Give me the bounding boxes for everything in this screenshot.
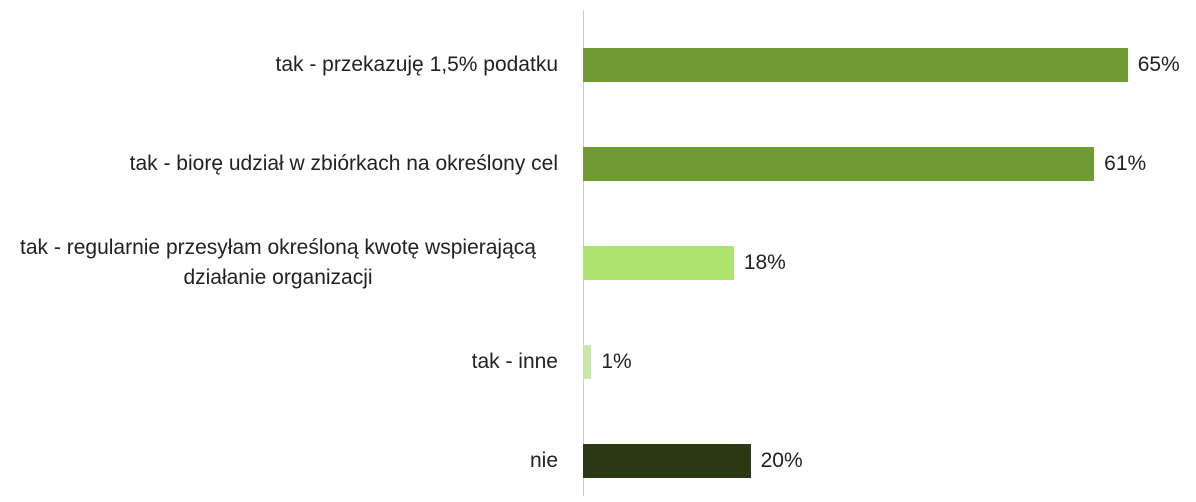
bar [583, 444, 751, 478]
bar [583, 48, 1128, 82]
value-label: 18% [743, 251, 786, 274]
bar [583, 147, 1095, 181]
value-label: 20% [760, 449, 803, 472]
category-label: tak - przekazuję 1,5% podatku [275, 53, 559, 76]
category-label: tak - biorę udział w zbiórkach na określ… [129, 152, 558, 175]
category-label: nie [529, 449, 558, 472]
value-label: 1% [601, 350, 632, 373]
category-label: tak - inne [471, 350, 558, 373]
value-label: 61% [1104, 152, 1147, 175]
bar [583, 345, 592, 379]
value-label: 65% [1137, 53, 1180, 76]
category-label: tak - regularnie przesyłam określoną kwo… [20, 236, 536, 289]
bar [583, 246, 734, 280]
